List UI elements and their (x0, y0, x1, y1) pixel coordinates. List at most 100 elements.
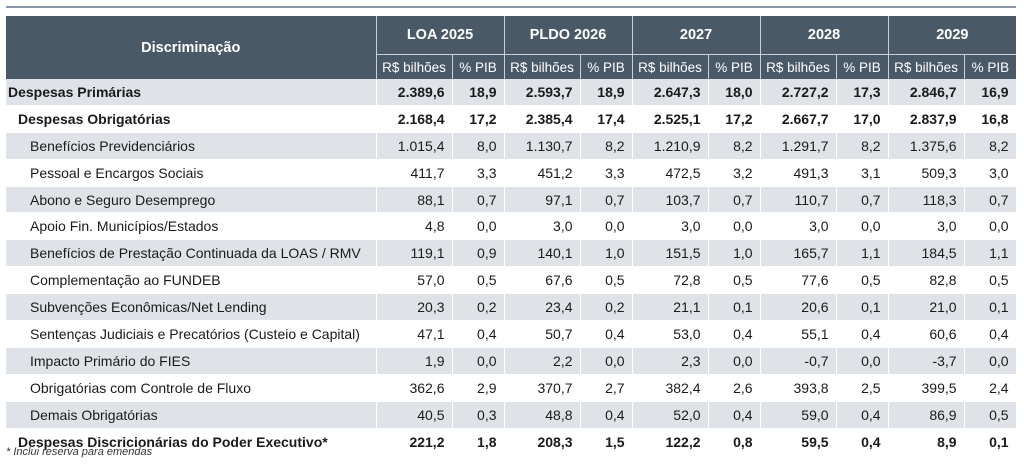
value-cell: -0,7 (760, 347, 837, 375)
value-cell: 77,6 (760, 266, 837, 295)
value-cell: 2.727,2 (760, 79, 837, 106)
value-cell: 110,7 (760, 186, 837, 214)
row-label: Obrigatórias com Controle de Fluxo (6, 374, 377, 402)
pct-cell: 0,0 (964, 212, 1017, 241)
value-cell: 48,8 (504, 401, 581, 429)
value-cell: 4,8 (376, 212, 453, 241)
row-label: Subvenções Econômicas/Net Lending (6, 293, 377, 322)
value-cell: 50,7 (504, 320, 581, 348)
table-row: Benefícios Previdenciários 1.015,4 8,0 1.13… (6, 132, 1017, 160)
pct-cell: 0,4 (708, 401, 761, 429)
value-cell: 208,3 (504, 428, 581, 456)
unit-pct-header: % PIB (452, 54, 505, 79)
value-cell: 2.837,9 (888, 105, 965, 133)
pct-cell: 0,0 (836, 212, 889, 241)
pct-cell: 0,4 (836, 401, 889, 429)
pct-cell: 0,2 (452, 293, 505, 322)
value-cell: 103,7 (632, 186, 709, 214)
pct-cell: 3,3 (452, 159, 505, 187)
value-cell: 399,5 (888, 374, 965, 402)
value-cell: 23,4 (504, 293, 581, 322)
value-cell: 3,0 (888, 212, 965, 241)
value-cell: 1.291,7 (760, 132, 837, 160)
header-row-units: R$ bilhões % PIB R$ bilhões % PIB R$ bil… (6, 54, 1017, 79)
unit-value-header: R$ bilhões (632, 54, 709, 79)
value-cell: 1.015,4 (376, 132, 453, 160)
unit-value-header: R$ bilhões (504, 54, 581, 79)
pct-cell: 0,0 (452, 347, 505, 375)
fiscal-projection-table: Discriminação LOA 2025 PLDO 2026 2027 20… (6, 16, 1017, 456)
value-cell: 86,9 (888, 401, 965, 429)
value-cell: 57,0 (376, 266, 453, 295)
footnote: * Inclui reserva para emendas (6, 446, 153, 458)
pct-cell: 0,5 (964, 401, 1017, 429)
pct-cell: 8,2 (836, 132, 889, 160)
value-cell: 382,4 (632, 374, 709, 402)
row-label: Complementação ao FUNDEB (6, 266, 377, 295)
period-header: PLDO 2026 (504, 16, 633, 55)
pct-cell: 18,9 (580, 79, 633, 106)
value-cell: 1.375,6 (888, 132, 965, 160)
pct-cell: 0,4 (452, 320, 505, 348)
pct-cell: 0,4 (708, 320, 761, 348)
value-cell: 59,0 (760, 401, 837, 429)
unit-pct-header: % PIB (580, 54, 633, 79)
value-cell: 67,6 (504, 266, 581, 295)
row-label: Benefícios Previdenciários (6, 132, 377, 160)
pct-cell: 0,7 (964, 186, 1017, 214)
value-cell: 362,6 (376, 374, 453, 402)
pct-cell: 1,8 (452, 428, 505, 456)
value-cell: 21,1 (632, 293, 709, 322)
header-row-periods: Discriminação LOA 2025 PLDO 2026 2027 20… (6, 16, 1017, 79)
pct-cell: 1,1 (836, 239, 889, 268)
pct-cell: 0,0 (708, 347, 761, 375)
value-cell: 2.385,4 (504, 105, 581, 133)
value-cell: -3,7 (888, 347, 965, 375)
pct-cell: 0,5 (836, 266, 889, 295)
pct-cell: 1,1 (964, 239, 1017, 268)
value-cell: 55,1 (760, 320, 837, 348)
value-cell: 393,8 (760, 374, 837, 402)
pct-cell: 0,0 (452, 212, 505, 241)
table-row: Obrigatórias com Controle de Fluxo 362,6 2… (6, 374, 1017, 402)
table-row: Subvenções Econômicas/Net Lending 20,3 0,2… (6, 293, 1017, 322)
pct-cell: 3,0 (964, 159, 1017, 187)
top-divider (6, 6, 1016, 8)
value-cell: 3,0 (632, 212, 709, 241)
pct-cell: 18,9 (452, 79, 505, 106)
value-cell: 53,0 (632, 320, 709, 348)
pct-cell: 0,4 (964, 320, 1017, 348)
value-cell: 2,3 (632, 347, 709, 375)
unit-pct-header: % PIB (708, 54, 761, 79)
pct-cell: 0,2 (580, 293, 633, 322)
value-cell: 491,3 (760, 159, 837, 187)
pct-cell: 0,5 (452, 266, 505, 295)
pct-cell: 17,3 (836, 79, 889, 106)
value-cell: 40,5 (376, 401, 453, 429)
row-label: Abono e Seguro Desemprego (6, 186, 377, 214)
value-cell: 20,6 (760, 293, 837, 322)
table-row: Abono e Seguro Desemprego 88,1 0,7 97,1 0,7 1… (6, 186, 1017, 214)
value-cell: 122,2 (632, 428, 709, 456)
value-cell: 2.647,3 (632, 79, 709, 106)
table-row: Benefícios de Prestação Continuada da LO… (6, 239, 1017, 268)
value-cell: 411,7 (376, 159, 453, 187)
value-cell: 184,5 (888, 239, 965, 268)
value-cell: 2.168,4 (376, 105, 453, 133)
pct-cell: 8,0 (452, 132, 505, 160)
pct-cell: 0,1 (964, 428, 1017, 456)
pct-cell: 0,4 (580, 320, 633, 348)
value-cell: 2,2 (504, 347, 581, 375)
unit-pct-header: % PIB (964, 54, 1017, 79)
row-label: Impacto Primário do FIES (6, 347, 377, 375)
pct-cell: 17,0 (836, 105, 889, 133)
pct-cell: 18,0 (708, 79, 761, 106)
unit-value-header: R$ bilhões (376, 54, 453, 79)
pct-cell: 0,4 (580, 401, 633, 429)
table-row: Complementação ao FUNDEB 57,0 0,5 67,6 0,5 72… (6, 266, 1017, 295)
value-cell: 2.593,7 (504, 79, 581, 106)
pct-cell: 16,8 (964, 105, 1017, 133)
pct-cell: 1,0 (580, 239, 633, 268)
value-cell: 3,0 (504, 212, 581, 241)
pct-cell: 0,7 (836, 186, 889, 214)
